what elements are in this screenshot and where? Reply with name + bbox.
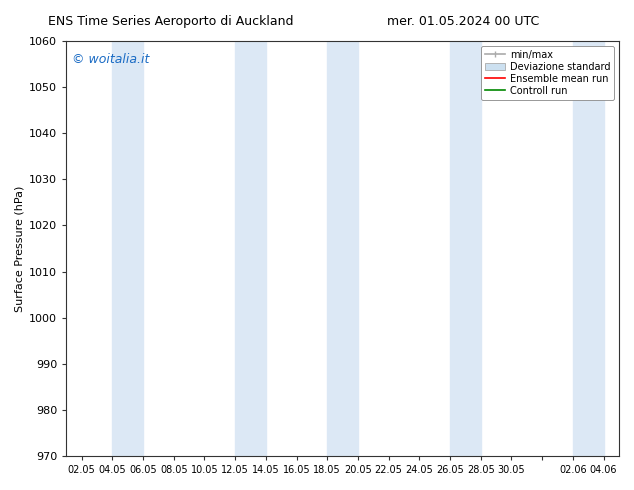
Bar xyxy=(450,41,481,456)
Text: mer. 01.05.2024 00 UTC: mer. 01.05.2024 00 UTC xyxy=(387,15,539,28)
Bar xyxy=(235,41,266,456)
Bar xyxy=(573,41,604,456)
Bar xyxy=(327,41,358,456)
Text: ENS Time Series Aeroporto di Auckland: ENS Time Series Aeroporto di Auckland xyxy=(48,15,294,28)
Text: © woitalia.it: © woitalia.it xyxy=(72,53,149,67)
Legend: min/max, Deviazione standard, Ensemble mean run, Controll run: min/max, Deviazione standard, Ensemble m… xyxy=(481,46,614,99)
Y-axis label: Surface Pressure (hPa): Surface Pressure (hPa) xyxy=(15,185,25,312)
Bar xyxy=(112,41,143,456)
